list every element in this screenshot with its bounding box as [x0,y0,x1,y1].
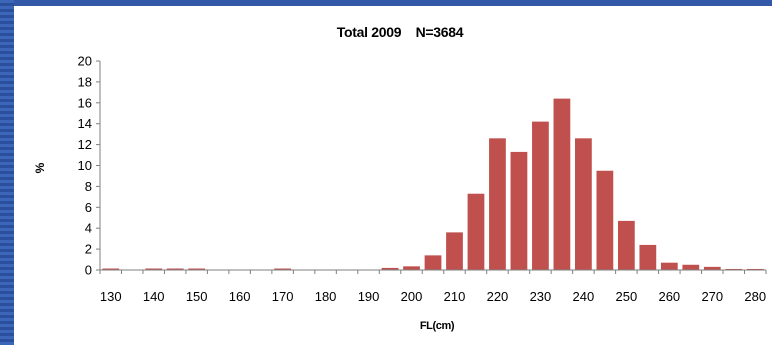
bar-150 [188,268,206,270]
bar-220 [489,138,506,270]
x-tick-label: 220 [487,289,509,304]
bar-200 [403,266,420,270]
bar-245 [596,170,614,270]
y-ticks-group: 0 2 4 6 8 10 12 14 16 18 20 [78,54,100,278]
y-tick-label: 8 [85,179,92,194]
x-tick-label: 280 [744,289,766,304]
bar-210 [446,232,463,270]
y-tick-label: 0 [85,263,92,278]
x-tick-label: 250 [616,289,638,304]
x-tick-label: 170 [272,289,294,304]
x-axis-label: FL(cm) [420,320,455,332]
y-tick-label: 12 [78,137,92,152]
x-tick-label: 150 [186,289,208,304]
x-tick-label: 200 [401,289,423,304]
bar-group [102,98,764,271]
x-tick-label: 130 [100,289,122,304]
y-tick-label: 6 [85,200,92,215]
bar-230 [532,121,549,270]
left-border [0,0,14,345]
bar-275 [725,268,743,270]
top-border [0,0,772,6]
x-tick-label: 230 [530,289,552,304]
x-tick-label: 260 [658,289,680,304]
y-tick-label: 10 [78,158,92,173]
chart-title: Total 2009 N=3684 [337,24,464,40]
bar-260 [660,262,678,270]
bar-140 [145,268,163,270]
bar-170 [274,268,291,270]
bar-280 [746,268,764,270]
bar-145 [166,268,184,270]
bar-215 [467,193,485,270]
y-tick-label: 16 [78,95,92,110]
y-tick-label: 4 [85,221,92,236]
x-tick-label: 210 [444,289,466,304]
x-ticks-group: 130 140 150 160 170 180 190 200 210 220 230 240 250 2… [100,289,766,304]
x-tick-label: 270 [701,289,723,304]
bar-250 [617,220,635,270]
x-tick-label: 240 [573,289,595,304]
bar-270 [703,266,721,270]
x-tick-label: 180 [315,289,337,304]
bar-225 [510,151,528,270]
y-tick-label: 2 [85,242,92,257]
x-tick-label: 140 [143,289,165,304]
chart-panel [14,6,772,345]
y-tick-label: 18 [78,74,92,89]
y-tick-label: 14 [78,116,92,131]
bar-235 [553,98,571,271]
axes-group [99,61,767,274]
y-axis-label: % [33,162,47,173]
bar-265 [682,264,700,270]
x-tick-label: 190 [358,289,380,304]
bar-240 [575,138,592,270]
y-tick-label: 20 [78,54,92,69]
bar-255 [639,244,657,270]
bar-130 [102,268,120,270]
bar-205 [424,255,442,270]
x-tick-label: 160 [229,289,251,304]
bar-195 [381,267,399,270]
